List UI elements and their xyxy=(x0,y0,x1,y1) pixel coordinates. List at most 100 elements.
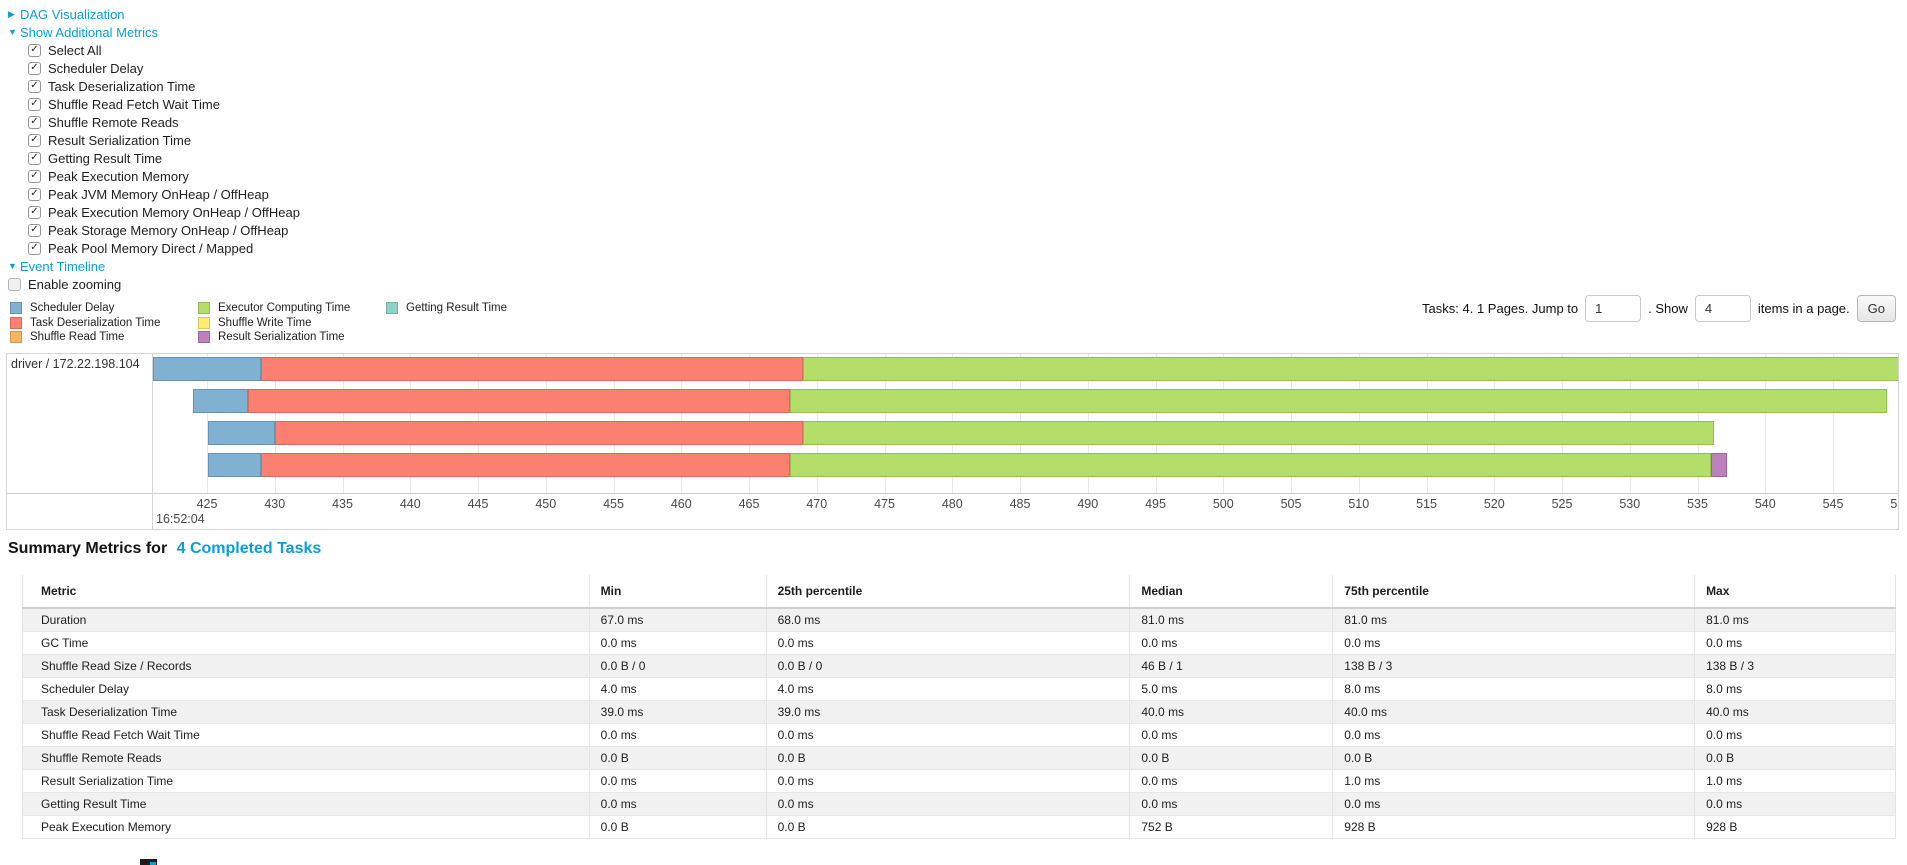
timeline-gridline xyxy=(1765,354,1767,493)
metric-checkbox[interactable]: ✓ xyxy=(28,187,41,201)
metric-value-cell: 928 B xyxy=(1332,814,1695,839)
task-bar-segment xyxy=(261,453,790,477)
metric-checkbox-row: ✓ Task Deserialization Time xyxy=(28,77,300,95)
metric-checkbox-row: ✓ Peak Storage Memory OnHeap / OffHeap xyxy=(28,221,300,239)
metric-value-cell: 0.0 B xyxy=(1129,745,1333,769)
metric-name-cell: GC Time xyxy=(22,630,590,654)
metric-checkbox[interactable]: ✓ xyxy=(28,223,41,237)
task-bar-segment xyxy=(208,453,262,477)
metric-checkbox[interactable]: ✓ xyxy=(28,133,41,147)
metric-checkbox-label: Task Deserialization Time xyxy=(48,78,196,94)
items-per-page-input[interactable] xyxy=(1694,295,1751,322)
table-header-cell: Min xyxy=(588,575,767,609)
metric-name-cell: Shuffle Read Size / Records xyxy=(22,653,590,677)
show-additional-metrics-toggle[interactable]: ▼ Show Additional Metrics xyxy=(8,23,300,41)
jump-to-page-input[interactable] xyxy=(1585,295,1642,322)
timeline-gridline xyxy=(1833,354,1834,493)
task-bar-segment xyxy=(803,357,1898,381)
metric-value-cell: 8.0 ms xyxy=(1332,676,1695,700)
metric-checkbox-row: ✓ Scheduler Delay xyxy=(28,59,300,77)
metric-value-cell: 40.0 ms xyxy=(1129,699,1333,723)
collapsed-arrow-icon: ▶ xyxy=(8,8,15,19)
metric-value-cell: 0.0 ms xyxy=(1129,768,1333,792)
metric-checkbox[interactable]: ✓ xyxy=(28,169,41,183)
pagination-suffix-label: items in a page. xyxy=(1757,301,1850,316)
metric-checkbox[interactable]: ✓ xyxy=(28,79,41,93)
metric-checkbox[interactable]: ✓ xyxy=(28,97,41,111)
metric-checkbox[interactable]: ✓ xyxy=(28,241,41,255)
metric-checkbox-row: ✓ Peak Execution Memory xyxy=(28,167,300,185)
timeline-axis-tick: 445 xyxy=(467,497,489,511)
task-bar-segment xyxy=(274,421,804,445)
metric-checkbox-label: Result Serialization Time xyxy=(48,132,192,148)
metric-value-cell: 0.0 B xyxy=(1332,745,1695,769)
task-bar-segment xyxy=(247,389,790,413)
timeline-axis-tick: 435 xyxy=(332,497,353,511)
metric-value-cell: 752 B xyxy=(1129,814,1333,839)
task-bar-segment xyxy=(789,453,1712,477)
metric-value-cell: 0.0 ms xyxy=(588,768,767,792)
timeline-axis-tick: 455 xyxy=(603,497,624,511)
metric-value-cell: 0.0 B / 0 xyxy=(588,653,767,677)
legend-item: Scheduler Delay xyxy=(10,301,198,316)
timeline-axis-tick: 505 xyxy=(1280,497,1302,511)
table-header-cell: 75th percentile xyxy=(1332,575,1695,609)
metric-checkbox[interactable]: ✓ xyxy=(28,115,41,129)
metric-checkbox[interactable]: ✓ xyxy=(28,151,41,165)
timeline-axis-tick: 485 xyxy=(1009,497,1031,511)
expanded-arrow-icon: ▼ xyxy=(8,27,17,37)
timeline-axis-tick: 480 xyxy=(941,497,963,511)
timeline-axis-tick: 525 xyxy=(1551,497,1573,511)
dag-visualization-link[interactable]: DAG Visualization xyxy=(20,6,125,22)
event-timeline-toggle[interactable]: ▼ Event Timeline xyxy=(8,257,300,275)
cutoff-link-fragment xyxy=(150,862,156,865)
timeline-axis-tick: 540 xyxy=(1754,497,1776,511)
timeline-axis-tick: 430 xyxy=(264,497,286,511)
show-additional-metrics-link[interactable]: Show Additional Metrics xyxy=(20,24,159,40)
legend-item: Executor Computing Time xyxy=(198,301,386,316)
metric-value-cell: 0.0 ms xyxy=(1129,722,1333,746)
metric-value-cell: 40.0 ms xyxy=(1332,699,1695,723)
metric-value-cell: 0.0 ms xyxy=(765,722,1130,746)
legend-color-swatch xyxy=(198,316,210,329)
timeline-axis-tick: 545 xyxy=(1822,497,1844,511)
metric-value-cell: 81.0 ms xyxy=(1694,607,1896,631)
metric-value-cell: 0.0 B xyxy=(765,745,1130,769)
metric-name-cell: Shuffle Read Fetch Wait Time xyxy=(22,722,590,746)
summary-metrics-heading: Summary Metrics for 4 Completed Tasks xyxy=(8,540,321,558)
table-row: Shuffle Read Size / Records 0.0 B / 0 0.0 … xyxy=(22,653,1896,677)
metric-value-cell: 0.0 B xyxy=(588,814,767,839)
event-timeline-link[interactable]: Event Timeline xyxy=(20,258,106,274)
enable-zooming-checkbox[interactable] xyxy=(8,277,21,291)
task-bar-segment xyxy=(789,389,1888,413)
table-row: Shuffle Read Fetch Wait Time 0.0 ms 0.0 ms… xyxy=(22,722,1896,746)
metric-value-cell: 0.0 ms xyxy=(1694,630,1896,654)
timeline-axis-tick: 465 xyxy=(738,497,760,511)
table-header-cell: Median xyxy=(1129,575,1333,609)
timeline-axis-tick: 510 xyxy=(1348,497,1370,511)
metric-value-cell: 0.0 ms xyxy=(1332,791,1695,815)
legend-color-swatch xyxy=(198,302,210,315)
metric-value-cell: 928 B xyxy=(1694,814,1896,839)
metric-checkbox[interactable]: ✓ xyxy=(28,43,41,57)
metric-checkbox-label: Getting Result Time xyxy=(48,150,163,166)
task-bar-segment xyxy=(208,421,275,445)
timeline-axis-tick: 550 xyxy=(1890,497,1898,511)
table-row: Duration 67.0 ms 68.0 ms 81.0 ms 81.0 ms 81.0… xyxy=(22,607,1896,631)
metric-value-cell: 81.0 ms xyxy=(1129,607,1333,631)
legend-item: Task Deserialization Time xyxy=(10,316,198,331)
go-button[interactable]: Go xyxy=(1856,295,1896,322)
metric-checkbox-label: Peak Storage Memory OnHeap / OffHeap xyxy=(48,222,289,238)
dag-visualization-toggle[interactable]: ▶ DAG Visualization xyxy=(8,5,300,23)
metric-value-cell: 0.0 ms xyxy=(765,791,1130,815)
metric-value-cell: 40.0 ms xyxy=(1694,699,1896,723)
metric-checkbox[interactable]: ✓ xyxy=(28,61,41,75)
metric-value-cell: 0.0 B xyxy=(1694,745,1896,769)
metric-checkbox-row: ✓ Getting Result Time xyxy=(28,149,300,167)
metric-value-cell: 67.0 ms xyxy=(588,607,767,631)
metric-checkbox-row: ✓ Select All xyxy=(28,41,300,59)
completed-tasks-link[interactable]: 4 Completed Tasks xyxy=(176,540,322,557)
metric-checkbox[interactable]: ✓ xyxy=(28,205,41,219)
task-bar-segment xyxy=(261,357,804,381)
metric-checkbox-row: ✓ Result Serialization Time xyxy=(28,131,300,149)
